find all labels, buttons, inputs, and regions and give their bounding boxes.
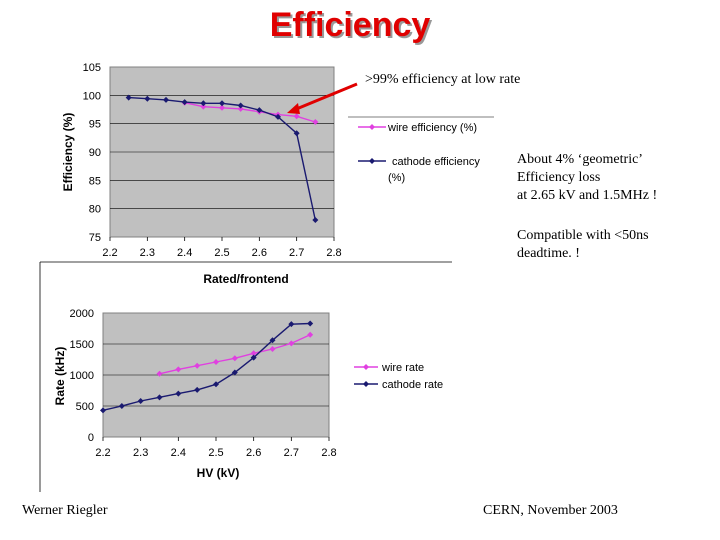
rate-point-1-8 (250, 354, 257, 361)
slide-title: Efficiency (269, 6, 431, 44)
rate-xtick-label: 2.5 (208, 447, 223, 459)
rate-point-1-7 (231, 369, 238, 376)
efficiency-ytick-label: 105 (83, 62, 101, 74)
rate-point-0-1 (175, 366, 182, 373)
rate-point-1-6 (213, 381, 219, 388)
note-line-3: at 2.65 kV and 1.5MHz ! (517, 188, 658, 203)
note-line-5: deadtime. ! (517, 246, 580, 261)
efficiency-point-1-3 (181, 99, 188, 106)
efficiency-point-1-6 (237, 102, 244, 109)
rate-xtick-label: 2.2 (95, 447, 110, 459)
efficiency-point-1-5 (219, 100, 225, 107)
annotation-arrow-head (287, 103, 300, 114)
efficiency-legend: wire efficiency (%) cathode efficiency (… (348, 116, 494, 184)
efficiency-xtick-label: 2.4 (177, 247, 192, 259)
note-line-4: Compatible with <50ns (517, 228, 649, 243)
rate-point-1-5 (194, 386, 201, 393)
legend-wire-rate-marker (363, 364, 369, 370)
note-line-2: Efficiency loss (517, 170, 601, 185)
rate-ytick-label: 1500 (70, 339, 94, 351)
rate-ytick-label: 1000 (70, 370, 94, 382)
rate-chart: 0 500 1000 1500 2000 2.2 2.3 2.4 2.5 2.6 2.7 2.8 Ra… (53, 308, 443, 480)
rate-point-1-1 (118, 403, 125, 409)
note-line-1: About 4% ‘geometric’ (517, 152, 643, 167)
efficiency-ylabel: Efficiency (%) (61, 113, 75, 192)
rate-xtick-label: 2.3 (133, 447, 148, 459)
legend-cathode-rate: cathode rate (382, 379, 443, 391)
rate-point-1-2 (137, 398, 144, 405)
legend-wire-rate: wire rate (381, 362, 424, 374)
efficiency-point-0-6 (293, 113, 300, 120)
rate-point-1-9 (269, 337, 276, 344)
efficiency-xtick-label: 2.3 (140, 247, 155, 259)
efficiency-xtick-label: 2.5 (214, 247, 229, 259)
rate-point-0-5 (250, 350, 257, 357)
efficiency-series-line-0 (184, 102, 316, 123)
efficiency-xtick-label: 2.6 (252, 247, 267, 259)
rate-series-line-1 (102, 322, 311, 411)
efficiency-xtick-label: 2.7 (289, 247, 304, 259)
legend-cathode-rate-marker (363, 381, 369, 387)
efficiency-ytick-label: 75 (89, 232, 101, 244)
legend-cathode-marker (369, 158, 375, 164)
rate-xtick-label: 2.8 (321, 447, 336, 459)
efficiency-xlabel: Rated/frontend (203, 272, 288, 286)
efficiency-point-1-9 (293, 130, 300, 137)
efficiency-point-0-2 (219, 104, 225, 111)
rate-point-1-3 (156, 394, 163, 401)
efficiency-point-1-4 (200, 100, 207, 107)
rate-point-0-0 (156, 370, 163, 377)
efficiency-xtick-label: 2.2 (102, 247, 117, 259)
efficiency-ytick-label: 85 (89, 175, 101, 187)
efficiency-point-1-1 (144, 95, 151, 102)
rate-legend: wire rate cathode rate (354, 362, 443, 391)
rate-point-0-8 (307, 331, 314, 338)
efficiency-xtick-label: 2.8 (326, 247, 341, 259)
legend-wire-efficiency: wire efficiency (%) (387, 122, 477, 134)
legend-cathode-efficiency-2: (%) (388, 172, 405, 184)
efficiency-point-0-1 (200, 103, 207, 110)
rate-ytick-label: 2000 (70, 308, 94, 320)
rate-ytick-label: 500 (76, 401, 94, 413)
rate-point-1-0 (100, 407, 106, 414)
efficiency-point-0-3 (237, 105, 244, 112)
efficiency-point-1-8 (275, 113, 281, 120)
rate-point-0-6 (269, 345, 276, 352)
efficiency-chart: 75 80 85 90 95 100 105 2.2 2.3 2.4 2.5 2.6 2.7 2.8 Ef… (61, 62, 494, 286)
rate-xtick-label: 2.4 (171, 447, 186, 459)
efficiency-ytick-label: 90 (89, 147, 101, 159)
rate-xtick-label: 2.7 (284, 447, 299, 459)
efficiency-ytick-label: 80 (89, 204, 101, 216)
footer-author: Werner Riegler (22, 503, 108, 518)
annotation-text: >99% efficiency at low rate (365, 72, 520, 87)
rate-xtick-label: 2.6 (246, 447, 261, 459)
note-deadtime: Compatible with <50ns deadtime. ! (517, 227, 649, 263)
efficiency-point-0-7 (312, 118, 319, 125)
rate-point-0-4 (231, 355, 238, 362)
rate-point-0-3 (213, 358, 219, 365)
annotation-arrow (293, 82, 358, 112)
rate-point-0-2 (194, 362, 201, 369)
rate-ytick-label: 0 (88, 432, 94, 444)
footer-event: CERN, November 2003 (483, 503, 618, 518)
legend-cathode-efficiency-1: cathode efficiency (392, 156, 480, 168)
rate-point-0-7 (288, 340, 295, 347)
rate-point-1-4 (175, 390, 182, 397)
efficiency-ytick-label: 95 (89, 119, 101, 131)
legend-wire-marker (369, 124, 375, 130)
efficiency-point-1-2 (163, 96, 169, 103)
efficiency-point-1-7 (256, 107, 263, 114)
efficiency-ytick-label: 100 (83, 90, 101, 102)
rate-ylabel: Rate (kHz) (53, 347, 67, 406)
rate-point-1-11 (307, 320, 314, 327)
rate-xlabel: HV (kV) (197, 466, 240, 480)
rate-point-1-10 (288, 321, 295, 328)
note-loss: About 4% ‘geometric’ Efficiency loss at … (517, 151, 657, 205)
efficiency-point-1-10 (312, 217, 319, 223)
efficiency-point-1-0 (125, 94, 132, 101)
